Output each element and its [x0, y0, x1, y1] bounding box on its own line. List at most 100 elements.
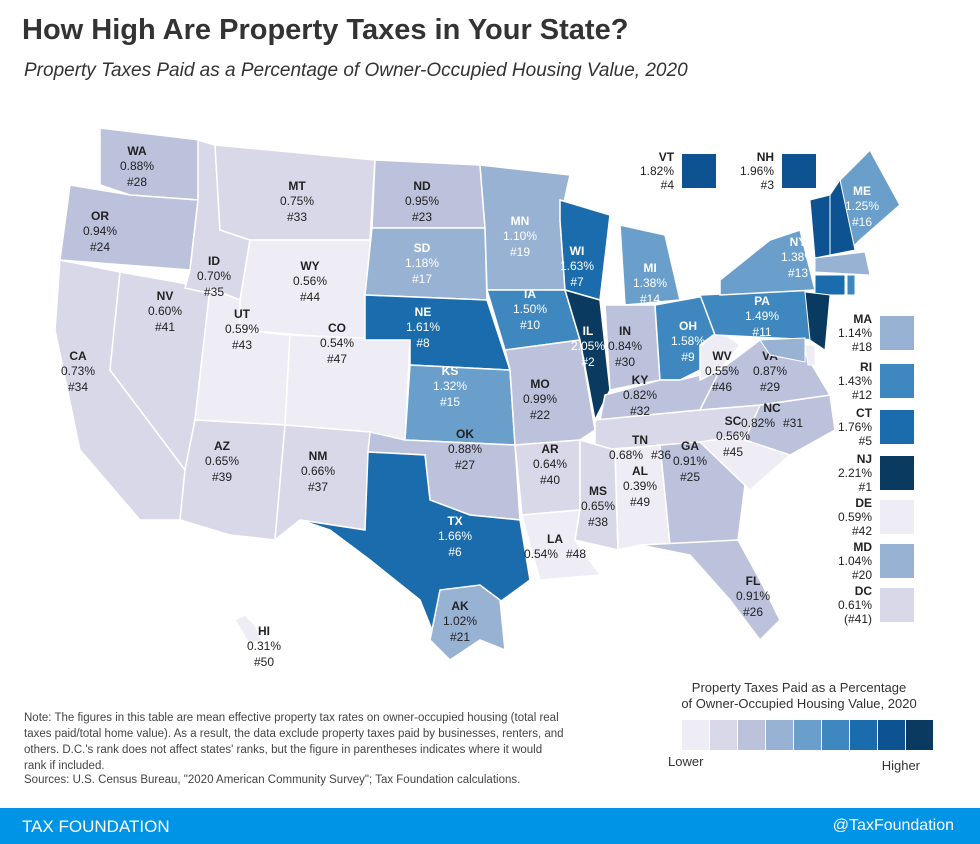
callout-value: 0.59%	[838, 510, 873, 524]
state-nh	[829, 178, 856, 256]
callout-text: DE 0.59% #42	[838, 496, 872, 538]
state-value: 0.60%	[148, 304, 182, 318]
page-title: How High Are Property Taxes in Your Stat…	[22, 14, 629, 46]
state-label-mt: MT 0.75% #33	[280, 179, 314, 224]
state-abbr: AR	[541, 442, 559, 456]
state-abbr: LA	[547, 532, 563, 546]
state-value: 0.88%	[448, 442, 482, 456]
state-abbr: ME	[853, 184, 871, 198]
state-nc	[743, 394, 836, 456]
state-abbr: FL	[746, 574, 761, 588]
state-rank: #34	[68, 380, 88, 394]
callout-abbr: MD	[853, 540, 873, 554]
callout-value: 1.14%	[838, 326, 873, 340]
legend-swatch	[766, 720, 793, 750]
state-rank: #41	[155, 320, 175, 334]
state-rank: #9	[681, 350, 695, 364]
state-label-ms: MS 0.65% #38	[581, 484, 615, 529]
state-value: 0.66%	[301, 464, 335, 478]
state-value: 2.05%	[571, 339, 605, 353]
page-subtitle: Property Taxes Paid as a Percentage of O…	[24, 60, 688, 81]
callout-abbr: NH	[756, 150, 775, 164]
state-label-nm: NM 0.66% #37	[301, 449, 335, 494]
state-ny	[719, 229, 816, 296]
callout-text: DC 0.61% (#41)	[838, 584, 872, 626]
state-value: 1.10%	[503, 229, 537, 243]
state-rank: #49	[630, 495, 650, 509]
state-value: 1.25%	[845, 199, 879, 213]
state-value: 0.54%	[320, 336, 354, 350]
state-label-nv: NV 0.60% #41	[148, 289, 182, 334]
callout-md: MD 1.04% #20	[838, 540, 915, 582]
state-rank: #6	[448, 545, 462, 559]
note-text: Note: The figures in this table are mean…	[24, 712, 564, 772]
callout-abbr: DE	[855, 496, 873, 510]
state-label-ne: NE 1.61% #8	[406, 305, 440, 350]
state-label-co: CO 0.54% #47	[320, 321, 354, 366]
state-value: 0.65%	[205, 454, 239, 468]
state-az	[179, 419, 286, 541]
legend-swatch	[878, 720, 905, 750]
callout-rank: #20	[852, 568, 873, 582]
callout-abbr: DC	[854, 584, 873, 598]
callout-dc: DC 0.61% (#41)	[838, 584, 915, 626]
state-abbr: NV	[157, 289, 174, 303]
state-label-id: ID 0.70% #35	[197, 254, 231, 299]
state-rank: #35	[204, 285, 224, 299]
callout-text: NJ 2.21% #1	[838, 452, 872, 494]
state-label-ok: OK 0.88% #27	[448, 427, 482, 472]
state-rank: #40	[540, 473, 560, 487]
state-rank: #24	[90, 240, 110, 254]
callout-de: DE 0.59% #42	[838, 496, 915, 538]
state-rank: #23	[412, 210, 432, 224]
callout-value: 0.61%	[838, 598, 873, 612]
state-value: 0.91%	[673, 454, 707, 468]
state-label-sc: SC 0.56% #45	[716, 414, 750, 459]
state-ak	[429, 584, 506, 661]
state-abbr: CO	[328, 321, 346, 335]
state-rank: #8	[416, 336, 430, 350]
state-value: 0.68%	[609, 448, 643, 462]
callout-swatch	[880, 500, 915, 534]
footer-handle[interactable]: @TaxFoundation	[832, 817, 954, 834]
state-abbr: MS	[589, 484, 607, 498]
state-label-hi: HI 0.31% #50	[247, 624, 281, 669]
state-abbr: OK	[456, 427, 474, 441]
callout-value: 1.04%	[838, 554, 873, 568]
state-abbr: HI	[258, 624, 270, 638]
legend: Property Taxes Paid as a Percentage of O…	[664, 680, 934, 773]
state-abbr: WY	[300, 259, 319, 273]
state-label-ny: NY 1.38% #13	[781, 235, 815, 280]
state-value: 1.18%	[405, 256, 439, 270]
state-abbr: WV	[712, 349, 731, 363]
state-value: 0.73%	[61, 364, 95, 378]
callout-value: 1.82%	[640, 164, 675, 178]
callout-rank: (#41)	[844, 612, 873, 626]
state-abbr: SC	[725, 414, 742, 428]
state-value: 0.91%	[736, 589, 770, 603]
state-label-wy: WY 0.56% #44	[293, 259, 327, 304]
state-abbr: AZ	[214, 439, 230, 453]
state-abbr: KY	[632, 373, 649, 387]
state-nj	[804, 291, 831, 351]
state-abbr: ID	[208, 254, 220, 268]
state-label-mn: MN 1.10% #19	[503, 214, 537, 259]
state-rank: #50	[254, 655, 274, 669]
state-rank: #14	[640, 292, 660, 306]
state-rank: #30	[615, 355, 635, 369]
state-value: 1.63%	[560, 259, 594, 273]
state-label-ut: UT 0.59% #43	[225, 307, 259, 352]
legend-title-line2: of Owner-Occupied Housing Value, 2020	[681, 696, 917, 711]
state-abbr: AL	[632, 464, 648, 478]
state-rank: #13	[788, 266, 808, 280]
state-label-pa: PA 1.49% #11	[745, 294, 779, 339]
state-rank: #44	[300, 290, 320, 304]
state-rank: #21	[450, 630, 470, 644]
legend-high-label: Higher	[881, 758, 920, 773]
state-label-ak: AK 1.02% #21	[443, 599, 477, 644]
state-rank: #39	[212, 470, 232, 484]
state-label-wa: WA 0.88% #28	[120, 144, 154, 189]
state-abbr: AK	[451, 599, 469, 613]
state-de	[804, 344, 816, 366]
